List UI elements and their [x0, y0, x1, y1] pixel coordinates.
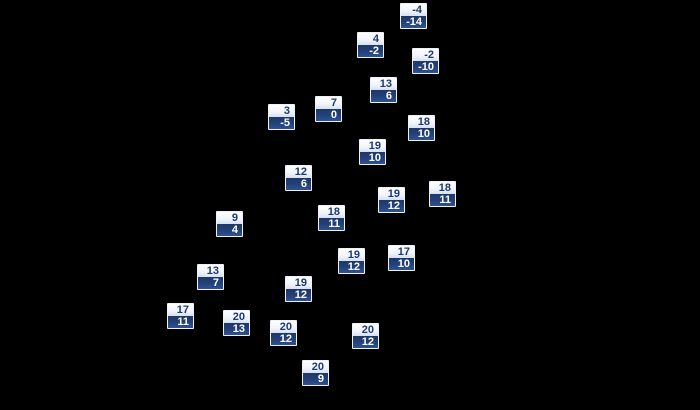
low-temp-value: 11	[168, 316, 193, 328]
high-temp-value: 19	[379, 188, 404, 200]
temp-badge[interactable]: 3 -5	[268, 104, 295, 130]
low-temp-value: 11	[319, 218, 344, 230]
temp-badge[interactable]: 20 12	[352, 323, 379, 349]
high-temp-value: -4	[401, 4, 426, 16]
temp-badge[interactable]: 18 10	[408, 115, 435, 141]
low-temp-value: 12	[271, 333, 296, 345]
low-temp-value: -14	[401, 16, 426, 28]
low-temp-value: 12	[353, 336, 378, 348]
temp-badge[interactable]: 20 13	[223, 310, 250, 336]
temp-badge[interactable]: 13 6	[370, 77, 397, 103]
temp-badge[interactable]: 20 9	[302, 360, 329, 386]
high-temp-value: 20	[271, 321, 296, 333]
temp-badge[interactable]: 19 12	[338, 248, 365, 274]
low-temp-value: 12	[286, 289, 311, 301]
low-temp-value: 9	[303, 373, 328, 385]
high-temp-value: 18	[409, 116, 434, 128]
temp-badge[interactable]: 7 0	[315, 96, 342, 122]
low-temp-value: 11	[430, 194, 455, 206]
high-temp-value: 3	[269, 105, 294, 117]
temp-badge[interactable]: 18 11	[318, 205, 345, 231]
high-temp-value: 20	[353, 324, 378, 336]
low-temp-value: -10	[413, 61, 438, 73]
low-temp-value: 7	[198, 277, 223, 289]
temp-badge[interactable]: 4 -2	[357, 32, 384, 58]
temp-badge[interactable]: 9 4	[216, 211, 243, 237]
low-temp-value: -2	[358, 45, 383, 57]
high-temp-value: 20	[224, 311, 249, 323]
high-temp-value: 7	[316, 97, 341, 109]
high-temp-value: 17	[389, 246, 414, 258]
high-temp-value: 18	[430, 182, 455, 194]
temp-badge[interactable]: 19 12	[378, 187, 405, 213]
high-temp-value: 4	[358, 33, 383, 45]
high-temp-value: 17	[168, 304, 193, 316]
low-temp-value: -5	[269, 117, 294, 129]
high-temp-value: 19	[286, 277, 311, 289]
low-temp-value: 6	[371, 90, 396, 102]
low-temp-value: 13	[224, 323, 249, 335]
high-temp-value: 9	[217, 212, 242, 224]
temp-badge[interactable]: 17 11	[167, 303, 194, 329]
high-temp-value: 13	[371, 78, 396, 90]
low-temp-value: 4	[217, 224, 242, 236]
high-temp-value: 20	[303, 361, 328, 373]
low-temp-value: 6	[286, 178, 311, 190]
temp-badge[interactable]: 18 11	[429, 181, 456, 207]
high-temp-value: 12	[286, 166, 311, 178]
temp-badge[interactable]: -4 -14	[400, 3, 427, 29]
low-temp-value: 12	[339, 261, 364, 273]
low-temp-value: 10	[409, 128, 434, 140]
temp-badge[interactable]: 19 12	[285, 276, 312, 302]
low-temp-value: 10	[360, 152, 385, 164]
low-temp-value: 0	[316, 109, 341, 121]
temp-badge[interactable]: 17 10	[388, 245, 415, 271]
high-temp-value: -2	[413, 49, 438, 61]
low-temp-value: 12	[379, 200, 404, 212]
high-temp-value: 18	[319, 206, 344, 218]
temp-badge[interactable]: 20 12	[270, 320, 297, 346]
high-temp-value: 19	[360, 140, 385, 152]
high-temp-value: 13	[198, 265, 223, 277]
high-temp-value: 19	[339, 249, 364, 261]
temp-badge[interactable]: 13 7	[197, 264, 224, 290]
temp-badge[interactable]: 19 10	[359, 139, 386, 165]
temp-badge[interactable]: 12 6	[285, 165, 312, 191]
low-temp-value: 10	[389, 258, 414, 270]
temp-badge[interactable]: -2 -10	[412, 48, 439, 74]
